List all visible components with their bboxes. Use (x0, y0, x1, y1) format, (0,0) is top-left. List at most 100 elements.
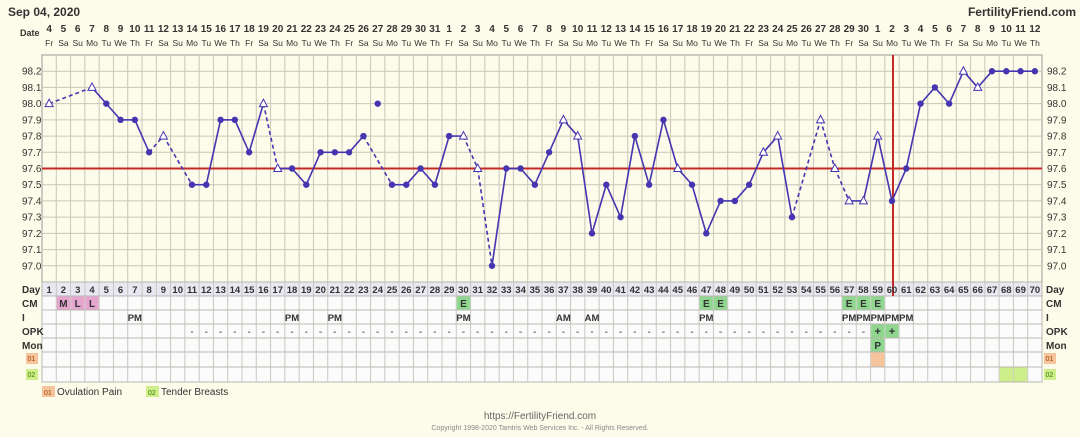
temp-point (617, 213, 624, 221)
temp-line-segment (734, 184, 750, 202)
temp-line-segment (348, 135, 365, 153)
date-number: 23 (758, 24, 770, 35)
opk-negative: - (719, 327, 722, 338)
cm-value: L (75, 299, 81, 310)
date-number: 29 (401, 24, 413, 35)
y-tick-right: 97.0 (1047, 261, 1067, 272)
temp-point (588, 230, 596, 237)
cycle-day: 31 (472, 285, 483, 296)
cycle-day: 49 (730, 285, 741, 296)
weekday: Fr (945, 38, 953, 48)
weekday: Th (830, 38, 840, 48)
opk-negative: - (462, 327, 465, 338)
site-name[interactable]: FertilityFriend.com (968, 5, 1076, 19)
opk-negative: - (662, 327, 665, 338)
temp-line-segment (234, 119, 250, 153)
temp-point (945, 100, 953, 107)
footer-url[interactable]: https://FertilityFriend.com (484, 411, 596, 422)
date-number: 30 (858, 24, 870, 35)
cycle-day: 54 (801, 285, 812, 296)
weekday: We (114, 38, 127, 48)
temp-line-segment (462, 135, 479, 169)
legend-swatch-01 (42, 386, 55, 397)
date-number: 1 (446, 24, 452, 35)
temp-point (931, 84, 939, 91)
opk-negative: - (533, 327, 536, 338)
temp-line-segment (134, 119, 150, 153)
legend-label-01: Ovulation Pain (57, 387, 122, 398)
temp-point (145, 149, 153, 156)
temp-point (203, 181, 210, 188)
cycle-day: 8 (146, 285, 151, 296)
date-number: 9 (561, 24, 567, 35)
cycle-day: 14 (230, 285, 241, 296)
temp-line-segment (48, 86, 93, 105)
weekday: Sa (558, 38, 569, 48)
weekday: Th (630, 38, 640, 48)
intercourse-value: PM (885, 313, 899, 324)
weekday: Th (330, 38, 340, 48)
temp-point (103, 100, 110, 107)
temp-line-segment (476, 168, 493, 266)
y-tick-right: 97.5 (1047, 180, 1067, 191)
temp-line-segment (405, 167, 422, 186)
weekday: Th (730, 38, 740, 48)
date-number: 17 (672, 24, 684, 35)
opk-negative: - (190, 327, 193, 338)
opk-negative: - (205, 327, 208, 338)
temp-point (703, 230, 710, 237)
cycle-day: 4 (89, 285, 95, 296)
date-number: 5 (932, 24, 938, 35)
opk-negative: - (747, 327, 750, 338)
intercourse-value: PM (842, 313, 856, 324)
temp-point (388, 181, 396, 188)
legend-code-01: 01 (44, 390, 52, 397)
cycle-day: 62 (915, 285, 926, 296)
cm-cell (56, 296, 71, 310)
opk-negative: - (390, 327, 393, 338)
date-number: 6 (518, 24, 524, 35)
opk-negative: - (362, 327, 365, 338)
opk-negative: - (319, 327, 322, 338)
cycle-day: 44 (658, 285, 669, 296)
date-number: 2 (889, 24, 895, 35)
opk-negative: - (733, 327, 736, 338)
intercourse-value: PM (128, 313, 142, 324)
weekday: Mo (86, 38, 98, 48)
temp-point-open (87, 81, 97, 91)
opk-negative: - (805, 327, 808, 338)
temp-line-segment (434, 135, 450, 185)
temp-point (217, 116, 224, 124)
cycle-day: 11 (187, 285, 198, 296)
cycle-day: 33 (501, 285, 512, 296)
opk-negative: - (562, 327, 565, 338)
weekday: Mo (686, 38, 698, 48)
opk-negative: - (819, 327, 822, 338)
weekday: We (714, 38, 727, 48)
weekday: Sa (858, 38, 869, 48)
temp-line-segment (519, 167, 536, 186)
cycle-day: 58 (858, 285, 869, 296)
symptom-01-cell (871, 352, 885, 367)
temp-line-segment (748, 151, 765, 186)
weekday: Sa (458, 38, 469, 48)
weekday: Fr (545, 38, 553, 48)
temp-line-segment (634, 135, 650, 185)
opk-negative: - (590, 327, 593, 338)
cm-value: M (59, 299, 67, 310)
temp-point (660, 116, 667, 124)
temp-point (417, 165, 424, 172)
cycle-day: 16 (258, 285, 269, 296)
cm-value: E (717, 299, 724, 310)
temp-point (117, 116, 124, 124)
date-number: 28 (386, 24, 398, 35)
cycle-day: 7 (132, 285, 137, 296)
weekday: Th (1030, 38, 1040, 48)
temp-line-segment (548, 119, 565, 153)
intercourse-value: PM (285, 313, 299, 324)
cm-value: E (703, 299, 710, 310)
weekday: Tu (1001, 38, 1011, 48)
temp-line-segment (919, 86, 936, 105)
y-tick-left: 97.5 (22, 180, 42, 191)
intercourse-value: AM (585, 313, 600, 324)
